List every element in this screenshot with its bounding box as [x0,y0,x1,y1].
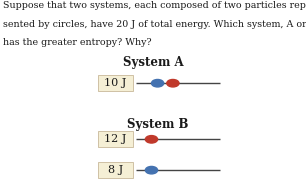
Text: Suppose that two systems, each composed of two particles repre-: Suppose that two systems, each composed … [3,1,306,10]
FancyBboxPatch shape [98,75,133,91]
Text: sented by circles, have 20 J of total energy. Which system, A or B,: sented by circles, have 20 J of total en… [3,20,306,29]
Text: System B: System B [127,118,188,131]
Text: has the greater entropy? Why?: has the greater entropy? Why? [3,38,152,47]
FancyBboxPatch shape [98,131,133,147]
Text: 8 J: 8 J [108,165,123,175]
FancyBboxPatch shape [98,162,133,178]
Text: System A: System A [123,56,183,69]
Text: 10 J: 10 J [104,78,127,88]
Circle shape [145,136,158,143]
Circle shape [145,166,158,174]
Circle shape [167,79,179,87]
Circle shape [151,79,164,87]
Text: 12 J: 12 J [104,134,127,144]
